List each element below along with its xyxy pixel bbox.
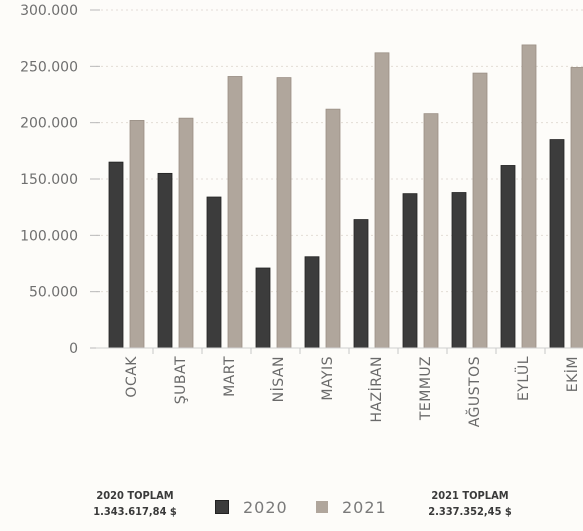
bar-2021 — [423, 113, 439, 349]
x-tick-label: EYLÜL — [514, 356, 532, 401]
bar-2021 — [374, 52, 390, 349]
y-tick-label: 150.000 — [20, 172, 78, 188]
total-2021-title: 2021 TOPLAM — [431, 489, 509, 502]
bar-2021 — [227, 76, 243, 349]
y-tick-label: 0 — [69, 341, 78, 357]
x-tick-label: HAZİRAN — [367, 356, 385, 423]
y-tick-label: 300.000 — [20, 3, 78, 19]
bar-2020 — [157, 172, 173, 349]
legend-item-2021: 2021 — [316, 497, 387, 517]
x-tick-label: ŞUBAT — [173, 356, 189, 404]
x-tick-label: TEMMUZ — [418, 356, 434, 421]
legend-swatch-2021 — [316, 501, 328, 513]
y-tick-label: 250.000 — [20, 59, 78, 75]
total-2020-title: 2020 TOPLAM — [96, 489, 174, 502]
bar-2021 — [178, 117, 194, 349]
legend-label-2020: 2020 — [243, 497, 288, 517]
chart-footer: 2020 TOPLAM 1.343.617,84 $ 2020 2021 202… — [0, 488, 583, 528]
legend-item-2020: 2020 — [215, 497, 288, 517]
bar-2021 — [521, 44, 537, 349]
y-tick-label: 50.000 — [29, 285, 78, 301]
bar-2021 — [472, 72, 488, 349]
bars — [108, 44, 583, 349]
bar-2020 — [255, 267, 271, 349]
bar-2020 — [206, 196, 222, 349]
bar-2020 — [549, 139, 565, 349]
x-tick-label: EKİM — [563, 356, 581, 392]
x-axis: OCAK ŞUBAT MART NİSAN MAYIS HAZİRAN TEMMUZ AĞUS… — [96, 347, 583, 427]
total-2021-value: 2.337.352,45 $ — [428, 505, 512, 518]
bar-2020 — [451, 192, 467, 349]
y-axis: 300.000 250.000 200.000 150.000 100.000 50.00… — [20, 3, 100, 357]
y-tick-label: 100.000 — [20, 228, 78, 244]
bar-2021 — [325, 108, 341, 349]
bar-2021 — [570, 67, 583, 349]
bar-2020 — [304, 256, 320, 349]
x-tick-label: AĞUSTOS — [465, 356, 483, 427]
x-tick-label: NİSAN — [269, 356, 287, 402]
bar-2020 — [353, 219, 369, 349]
bar-2021 — [276, 77, 292, 349]
bar-2020 — [108, 161, 124, 349]
y-tick-label: 200.000 — [20, 116, 78, 132]
bar-2020 — [402, 193, 418, 349]
bar-2020 — [500, 165, 516, 349]
x-tick-label: MAYIS — [320, 356, 336, 401]
x-tick-label: MART — [222, 356, 238, 397]
legend-label-2021: 2021 — [342, 497, 387, 517]
total-2020: 2020 TOPLAM 1.343.617,84 $ — [70, 488, 200, 520]
legend-swatch-2020 — [215, 500, 229, 514]
total-2020-value: 1.343.617,84 $ — [93, 505, 177, 518]
bar-2021 — [129, 120, 145, 349]
x-tick-label: OCAK — [124, 356, 140, 398]
total-2021: 2021 TOPLAM 2.337.352,45 $ — [405, 488, 535, 520]
